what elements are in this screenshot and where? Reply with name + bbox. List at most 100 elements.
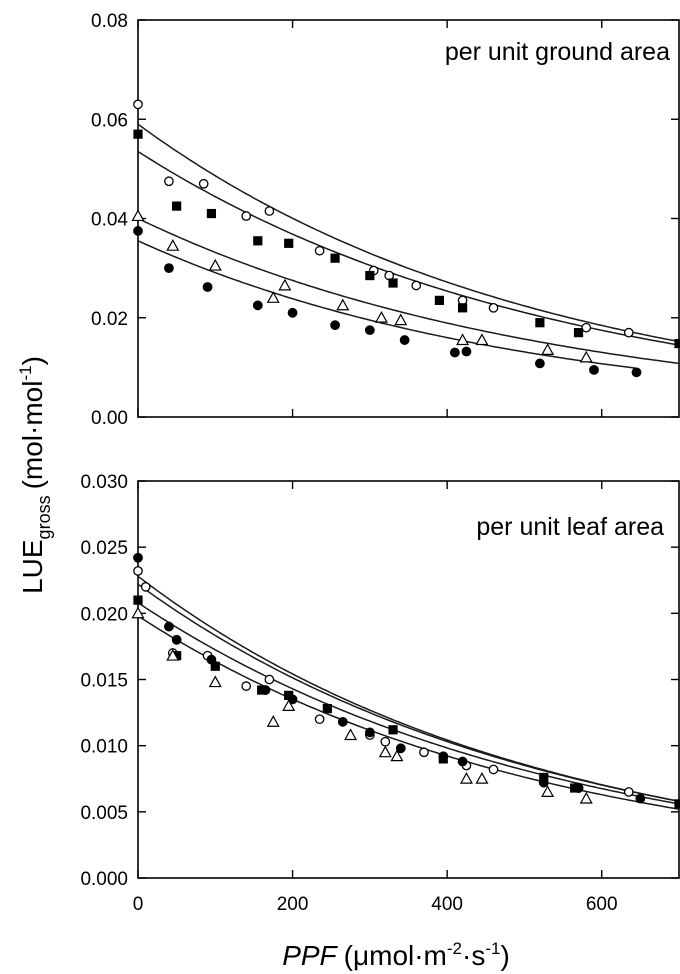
x-axis-label-unit-c: ) <box>500 940 509 971</box>
data-point-filled-square <box>284 690 294 700</box>
data-point-filled-circle <box>337 716 348 727</box>
data-point-open-triangle <box>131 606 145 619</box>
y-axis-label-close: ) <box>17 356 48 365</box>
data-point-filled-square <box>388 278 398 288</box>
fit-curves <box>137 123 680 370</box>
data-point-open-circle <box>488 302 499 313</box>
data-point-filled-circle <box>202 282 213 292</box>
fit-curve-1 <box>137 150 680 346</box>
data-point-filled-circle <box>287 307 298 318</box>
x-axis-label-exp1: -2 <box>447 939 462 958</box>
data-point-open-triangle <box>475 333 489 346</box>
data-point-open-triangle <box>456 333 470 346</box>
y-tick-label: 0.06 <box>91 110 128 131</box>
data-point-filled-square <box>284 238 294 248</box>
data-point-open-triangle <box>390 749 404 762</box>
data-point-open-circle <box>488 764 499 775</box>
data-point-filled-circle <box>133 226 143 236</box>
data-point-filled-square <box>434 295 445 305</box>
data-point-filled-square <box>322 704 332 714</box>
data-point-open-triangle <box>374 311 388 323</box>
plot-frame <box>137 19 680 418</box>
data-point-open-circle <box>411 280 422 291</box>
data-point-filled-circle <box>171 634 182 645</box>
fit-curve-0 <box>137 575 680 802</box>
data-point-filled-circle <box>133 552 143 563</box>
data-point-filled-circle <box>364 727 375 738</box>
axis-ticks: 0.00 0.02 0.04 0.06 0.08 <box>91 11 679 429</box>
data-point-open-triangle <box>282 699 296 711</box>
y-axis-label-main: LUE <box>17 539 48 593</box>
fit-curve-2 <box>137 602 680 805</box>
y-tick-label: 0.015 <box>80 671 128 692</box>
y-tick-label: 0.020 <box>80 604 128 625</box>
data-point-filled-square <box>172 201 182 211</box>
data-point-open-triangle <box>166 239 180 251</box>
data-point-filled-circle <box>364 325 375 336</box>
data-point-filled-circle <box>461 346 472 357</box>
fit-curve-3 <box>137 615 680 810</box>
data-point-filled-square <box>539 772 549 783</box>
data-point-filled-circle <box>164 621 174 632</box>
data-point-filled-circle <box>631 367 642 378</box>
data-point-open-triangle <box>475 772 489 784</box>
data-point-open-triangle <box>208 258 222 271</box>
data-point-filled-square <box>674 799 680 809</box>
data-point-filled-square <box>133 595 143 605</box>
data-point-filled-square <box>210 661 220 671</box>
y-tick-label: 0.005 <box>80 803 128 824</box>
data-point-open-triangle <box>266 715 280 727</box>
data-point-open-circle <box>623 327 634 338</box>
panel-leaf-area: per unit leaf area 0.0000.0050.0100.0150… <box>80 472 680 915</box>
y-tick-label: 0.02 <box>91 309 128 330</box>
data-point-open-triangle <box>208 675 222 688</box>
data-point-open-circle <box>314 714 325 725</box>
data-point-filled-circle <box>457 756 468 767</box>
data-point-open-circle <box>241 681 252 691</box>
data-points <box>131 552 680 809</box>
data-point-open-triangle <box>541 343 555 356</box>
data-point-filled-circle <box>399 335 410 345</box>
data-point-open-triangle <box>131 209 145 222</box>
data-point-open-circle <box>581 322 592 333</box>
data-point-filled-square <box>365 270 375 281</box>
data-point-open-circle <box>314 245 325 256</box>
data-point-filled-circle <box>330 320 340 331</box>
x-tick-label: 400 <box>431 894 463 915</box>
data-points <box>131 99 680 378</box>
data-point-filled-circle <box>635 793 646 804</box>
data-point-filled-square <box>674 338 680 349</box>
y-tick-label: 0.025 <box>80 538 128 559</box>
data-point-open-triangle <box>579 350 593 363</box>
data-point-open-triangle <box>344 728 358 741</box>
data-point-open-circle <box>140 582 151 592</box>
data-point-filled-square <box>573 328 584 338</box>
data-point-open-circle <box>133 99 143 110</box>
x-axis-label-var: PPF <box>282 940 338 971</box>
data-point-open-triangle <box>541 785 555 797</box>
y-tick-label: 0.010 <box>80 737 128 758</box>
data-point-open-triangle <box>459 772 473 784</box>
y-axis-label: LUEgross (mol·mol-1) <box>16 356 54 594</box>
data-point-open-triangle <box>378 745 392 758</box>
y-axis-label-sub: gross <box>34 495 54 539</box>
data-point-filled-circle <box>252 300 263 311</box>
data-point-open-triangle <box>579 791 593 804</box>
data-point-filled-circle <box>589 364 599 375</box>
fit-curve-3 <box>137 240 637 370</box>
x-tick-label: 0 <box>133 894 144 915</box>
x-tick-label: 200 <box>277 894 309 915</box>
x-axis-label: PPF (μmol·m-2·s-1) <box>282 939 510 971</box>
fit-curves <box>137 575 680 810</box>
data-point-open-circle <box>419 747 429 758</box>
data-point-filled-square <box>330 253 340 263</box>
data-point-filled-circle <box>449 347 460 358</box>
data-point-open-circle <box>623 787 634 797</box>
y-tick-label: 0.08 <box>91 11 128 32</box>
data-point-open-triangle <box>394 313 408 326</box>
data-point-filled-square <box>438 754 448 764</box>
x-axis-label-unit-b: ·s <box>462 940 485 971</box>
data-point-open-triangle <box>336 298 350 311</box>
axis-ticks: 0.000 0.005 0.010 0.015 0.020 0.025 0.030 0 200 4… <box>80 472 679 915</box>
